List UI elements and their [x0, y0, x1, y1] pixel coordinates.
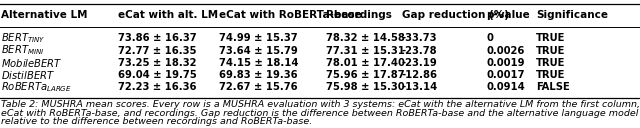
Text: $BERT_{TINY}$: $BERT_{TINY}$	[1, 31, 45, 45]
Text: 0.0914: 0.0914	[486, 82, 525, 92]
Text: 72.67 ± 15.76: 72.67 ± 15.76	[219, 82, 298, 92]
Text: Gap reduction (%): Gap reduction (%)	[402, 10, 509, 20]
Text: relative to the difference between recordings and RoBERTa-base.: relative to the difference between recor…	[1, 117, 312, 126]
Text: 73.86 ± 16.37: 73.86 ± 16.37	[118, 33, 197, 43]
Text: p-value: p-value	[486, 10, 530, 20]
Text: $RoBERTa_{LARGE}$: $RoBERTa_{LARGE}$	[1, 80, 72, 94]
Text: 73.25 ± 18.32: 73.25 ± 18.32	[118, 58, 197, 68]
Text: $DistilBERT$: $DistilBERT$	[1, 69, 54, 81]
Text: 78.32 ± 14.58: 78.32 ± 14.58	[326, 33, 405, 43]
Text: Alternative LM: Alternative LM	[1, 10, 87, 20]
Text: -23.19: -23.19	[402, 58, 438, 68]
Text: 77.31 ± 15.31: 77.31 ± 15.31	[326, 46, 405, 56]
Text: -23.78: -23.78	[402, 46, 438, 56]
Text: 69.04 ± 19.75: 69.04 ± 19.75	[118, 70, 197, 80]
Text: TRUE: TRUE	[536, 46, 566, 56]
Text: 0.0019: 0.0019	[486, 58, 525, 68]
Text: FALSE: FALSE	[536, 82, 570, 92]
Text: TRUE: TRUE	[536, 58, 566, 68]
Text: Table 2: MUSHRA mean scores. Every row is a MUSHRA evaluation with 3 systems: eC: Table 2: MUSHRA mean scores. Every row i…	[1, 100, 639, 109]
Text: -12.86: -12.86	[402, 70, 438, 80]
Text: TRUE: TRUE	[536, 33, 566, 43]
Text: eCat with RoBERTa-base: eCat with RoBERTa-base	[219, 10, 362, 20]
Text: 75.98 ± 15.30: 75.98 ± 15.30	[326, 82, 405, 92]
Text: 78.01 ± 17.40: 78.01 ± 17.40	[326, 58, 405, 68]
Text: Recordings: Recordings	[326, 10, 392, 20]
Text: 74.99 ± 15.37: 74.99 ± 15.37	[219, 33, 298, 43]
Text: 73.64 ± 15.79: 73.64 ± 15.79	[219, 46, 298, 56]
Text: -13.14: -13.14	[402, 82, 438, 92]
Text: 72.23 ± 16.36: 72.23 ± 16.36	[118, 82, 197, 92]
Text: TRUE: TRUE	[536, 70, 566, 80]
Text: 74.15 ± 18.14: 74.15 ± 18.14	[219, 58, 298, 68]
Text: 0.0017: 0.0017	[486, 70, 525, 80]
Text: -33.73: -33.73	[402, 33, 437, 43]
Text: 75.96 ± 17.87: 75.96 ± 17.87	[326, 70, 405, 80]
Text: $MobileBERT$: $MobileBERT$	[1, 57, 62, 69]
Text: eCat with RoBERTa-base, and recordings. Gap reduction is the difference between : eCat with RoBERTa-base, and recordings. …	[1, 109, 638, 118]
Text: 0.0026: 0.0026	[486, 46, 525, 56]
Text: 72.77 ± 16.35: 72.77 ± 16.35	[118, 46, 197, 56]
Text: 0: 0	[486, 33, 493, 43]
Text: $BERT_{MINI}$: $BERT_{MINI}$	[1, 44, 44, 57]
Text: 69.83 ± 19.36: 69.83 ± 19.36	[219, 70, 298, 80]
Text: eCat with alt. LM: eCat with alt. LM	[118, 10, 218, 20]
Text: Significance: Significance	[536, 10, 608, 20]
